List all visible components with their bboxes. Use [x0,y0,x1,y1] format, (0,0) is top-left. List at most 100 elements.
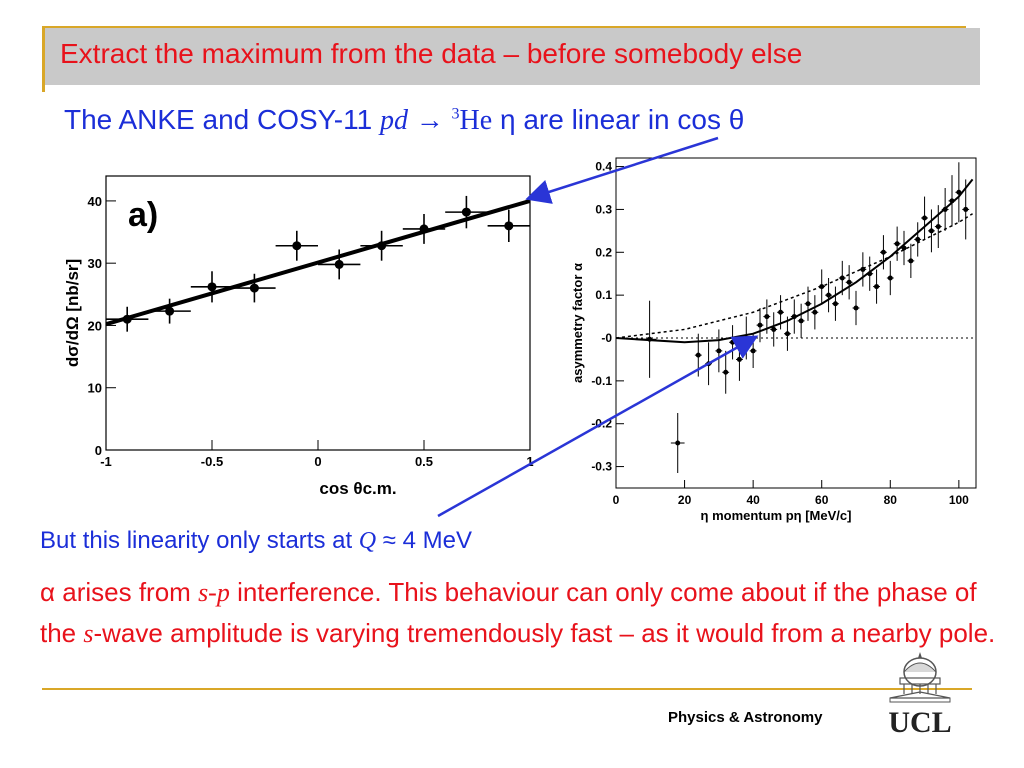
point-marker [334,259,344,269]
ucl-logo: UCL [888,652,952,739]
point-marker [419,224,429,234]
interference-paragraph: α arises from s-p interference. This beh… [40,572,1000,654]
subtitle-post: are linear in cos θ [515,104,745,135]
footer-rule [42,688,972,690]
data-point [756,308,764,343]
data-point [763,299,771,334]
y-tick-label: 30 [88,256,102,271]
y-tick-label: 40 [88,194,102,209]
plot-frame [615,157,977,489]
y-tick-label: 0.4 [595,160,612,174]
point-marker [874,284,880,290]
data-point [233,273,276,303]
data-point [148,298,191,324]
data-point [811,295,819,330]
para-s: s [83,619,94,648]
point-marker [165,306,175,316]
point-marker [647,336,653,342]
y-tick-label: 0 [95,443,102,458]
data-point [360,230,403,261]
asymmetry-chart: 0 20 40 60 80 100 -0.3 -0.2 -0.1 -0 0.1 0.2 0.3 0.4 η … [566,150,982,524]
data-point [825,278,832,313]
point-marker [764,314,770,320]
point-marker [812,309,818,315]
y-tick-label: 0.1 [595,288,612,302]
x-tick-label: 0.5 [415,454,433,469]
data-point [852,290,860,326]
x-tick-label: 0 [613,493,620,507]
data-point [859,252,867,287]
x-tick-label: 60 [815,493,829,507]
y-tick-label: -0 [601,331,612,345]
data-point [900,230,908,266]
y-tick-label: -0.1 [591,374,612,388]
data-point [106,306,149,332]
y-axis-label: dσ/dΩ [nb/sr] [63,259,82,367]
point-marker [963,206,969,212]
data-point [770,312,778,347]
data-point [845,265,853,300]
line1-post: ≈ 4 MeV [376,527,473,554]
data-point [487,209,530,243]
data-point [921,196,928,240]
point-marker [798,318,804,324]
point-marker [860,266,866,272]
data-point [190,271,234,303]
point-marker [867,271,873,277]
data-point [955,162,963,223]
footer-department: Physics & Astronomy [668,709,823,726]
point-marker [504,221,514,231]
point-marker [723,369,729,375]
x-tick-label: -0.5 [201,454,223,469]
para-1: arises from [55,577,199,607]
point-marker [839,275,845,281]
y-tick-label: 0.2 [595,245,612,259]
y-axis-label: asymmetry factor α [570,263,585,383]
data-point [318,249,361,280]
slide-title: Extract the maximum from the data – befo… [60,38,803,69]
subtitle-he: He [459,105,493,136]
point-marker [757,322,763,328]
slide-subtitle: The ANKE and COSY-11 pd → 3He η are line… [64,104,744,137]
para-3: -wave amplitude is varying tremendously … [93,618,996,648]
point-marker [922,215,928,221]
point-marker [461,207,471,217]
subtitle-pre: The ANKE and COSY-11 [64,104,380,135]
data-point [777,295,784,330]
panel-label: a) [128,196,158,234]
point-marker [846,279,852,285]
point-marker [942,206,948,212]
point-marker [805,301,811,307]
x-tick-label: 1 [526,454,533,469]
y-tick-label: -0.3 [591,460,612,474]
logo-lettering: UCL [888,706,951,739]
point-marker [935,224,941,230]
x-tick-label: 0 [314,454,321,469]
data-point [797,303,805,338]
point-marker [784,331,790,337]
para-2: interference. This behaviour can only co… [40,577,977,648]
line1-pre: But this linearity only starts at [40,527,359,554]
point-marker [675,440,681,446]
data-point [790,299,798,334]
y-tick-label: -0.2 [591,417,612,431]
data-point [941,188,949,231]
linearity-note: But this linearity only starts at Q ≈ 4 … [40,527,472,555]
point-marker [880,249,886,255]
title-top-rule [42,26,966,28]
para-sp: s-p [198,578,230,607]
point-marker [901,245,907,251]
point-marker [377,241,387,251]
data-point [880,235,887,270]
data-point [907,243,915,278]
title-bar [42,28,980,85]
data-point [832,286,839,321]
point-marker [750,348,756,354]
line1-q: Q [358,528,377,554]
point-marker [915,236,921,242]
point-marker [207,282,217,292]
x-tick-label: 80 [884,493,898,507]
data-point [838,260,846,296]
subtitle-eta: η [492,104,516,135]
